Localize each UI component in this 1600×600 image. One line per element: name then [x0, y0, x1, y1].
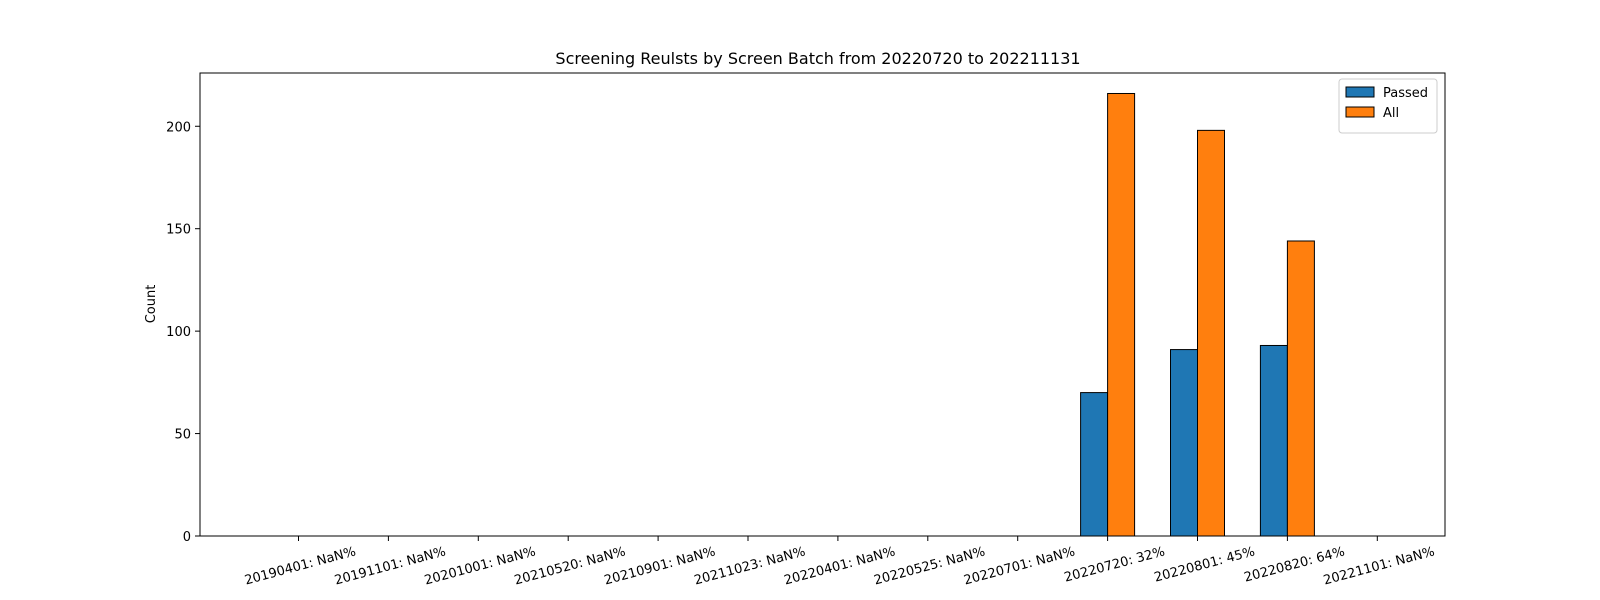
plot-area-frame	[199, 72, 1446, 537]
y-tick-label-2: 100	[166, 325, 191, 340]
legend-swatch-all	[1345, 106, 1375, 118]
y-axis-ticks: 0 50 100 150 200	[166, 120, 200, 545]
bar-all-9	[1107, 92, 1136, 537]
legend-swatch-passed	[1345, 86, 1375, 98]
bar-all-11	[1286, 240, 1315, 537]
y-tick-label-3: 150	[166, 223, 191, 238]
bar-all-10	[1197, 129, 1225, 537]
y-axis-label: Count	[144, 285, 159, 324]
legend-label-passed: Passed	[1383, 86, 1428, 101]
y-tick-label-4: 200	[166, 120, 191, 135]
y-tick-label-0: 0	[183, 530, 191, 545]
bar-passed-10	[1170, 349, 1198, 537]
bar-passed-9	[1080, 392, 1109, 537]
legend: Passed All	[1338, 78, 1438, 134]
bars-group	[1080, 92, 1315, 537]
y-tick-label-1: 50	[174, 428, 191, 443]
bar-passed-11	[1259, 344, 1288, 537]
legend-label-all: All	[1383, 106, 1399, 121]
chart-title: Screening Reulsts by Screen Batch from 2…	[555, 49, 1080, 68]
